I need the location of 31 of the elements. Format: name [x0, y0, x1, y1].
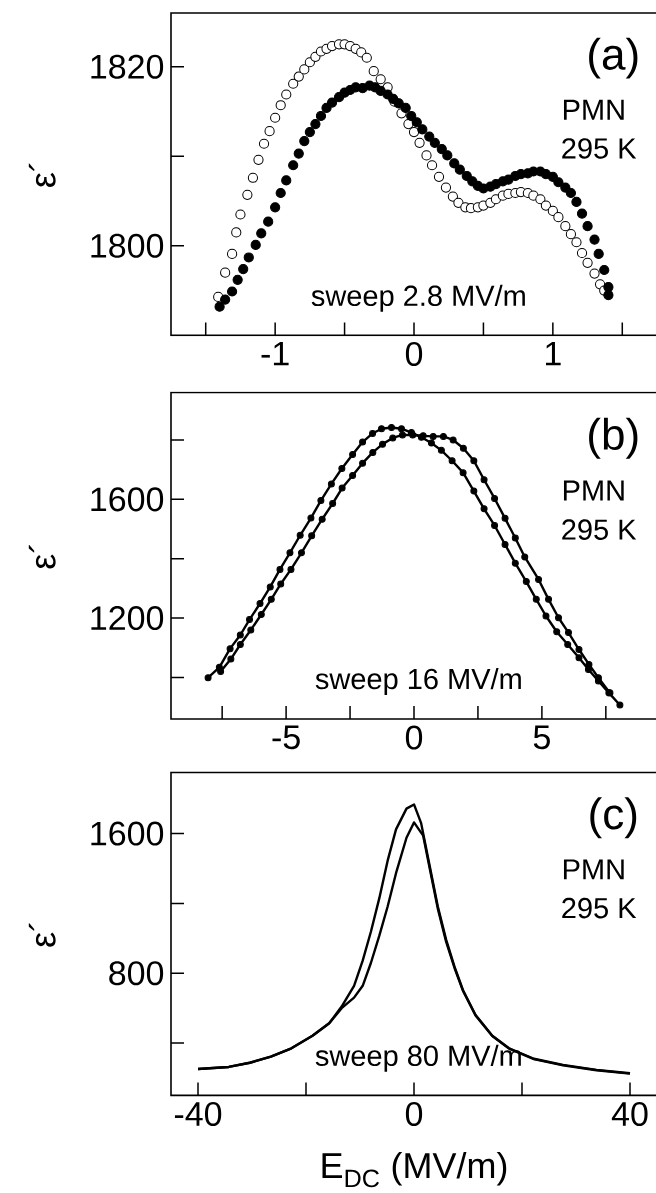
annotation: (a) [589, 37, 638, 79]
y-tick-label: 1200 [91, 606, 164, 631]
x-axis-title: E$_{DC}$ (MV/m) [322, 1151, 507, 1188]
x-tick-label: -5 [272, 725, 300, 750]
x-tick-label: -40 [174, 1101, 222, 1126]
annotation: (b) [589, 417, 638, 459]
x-tick-label: 1 [545, 341, 561, 366]
x-tick-label: 0 [405, 725, 423, 750]
x-tick-label: -1 [261, 341, 289, 366]
y-axis-title: ε´ [28, 923, 56, 947]
y-axis-title: ε´ [28, 544, 56, 569]
annotation: PMN [563, 99, 624, 120]
y-axis-title: ε´ [28, 163, 56, 187]
y-tick-label: 1600 [91, 821, 164, 846]
x-tick-label: 0 [405, 341, 423, 366]
y-tick-label: 1820 [91, 54, 164, 79]
x-tick-label: 40 [611, 1101, 648, 1126]
annotation: PMN [563, 480, 624, 501]
y-tick-label: 1600 [91, 487, 164, 512]
annotation: 295 K [562, 138, 637, 159]
x-tick-label: 5 [533, 725, 550, 750]
annotation: PMN [563, 859, 624, 880]
annotation: 295 K [562, 897, 637, 919]
annotation: sweep 2.8 MV/m [311, 284, 525, 312]
x-tick-label: 0 [405, 1101, 423, 1126]
annotation: 295 K [562, 519, 637, 540]
y-tick-label: 1800 [91, 233, 164, 258]
y-tick-label: 800 [109, 961, 164, 986]
annotation: sweep 80 MV/m [315, 1044, 521, 1072]
annotation: sweep 16 MV/m [315, 667, 521, 695]
annotation: (c) [590, 797, 637, 839]
